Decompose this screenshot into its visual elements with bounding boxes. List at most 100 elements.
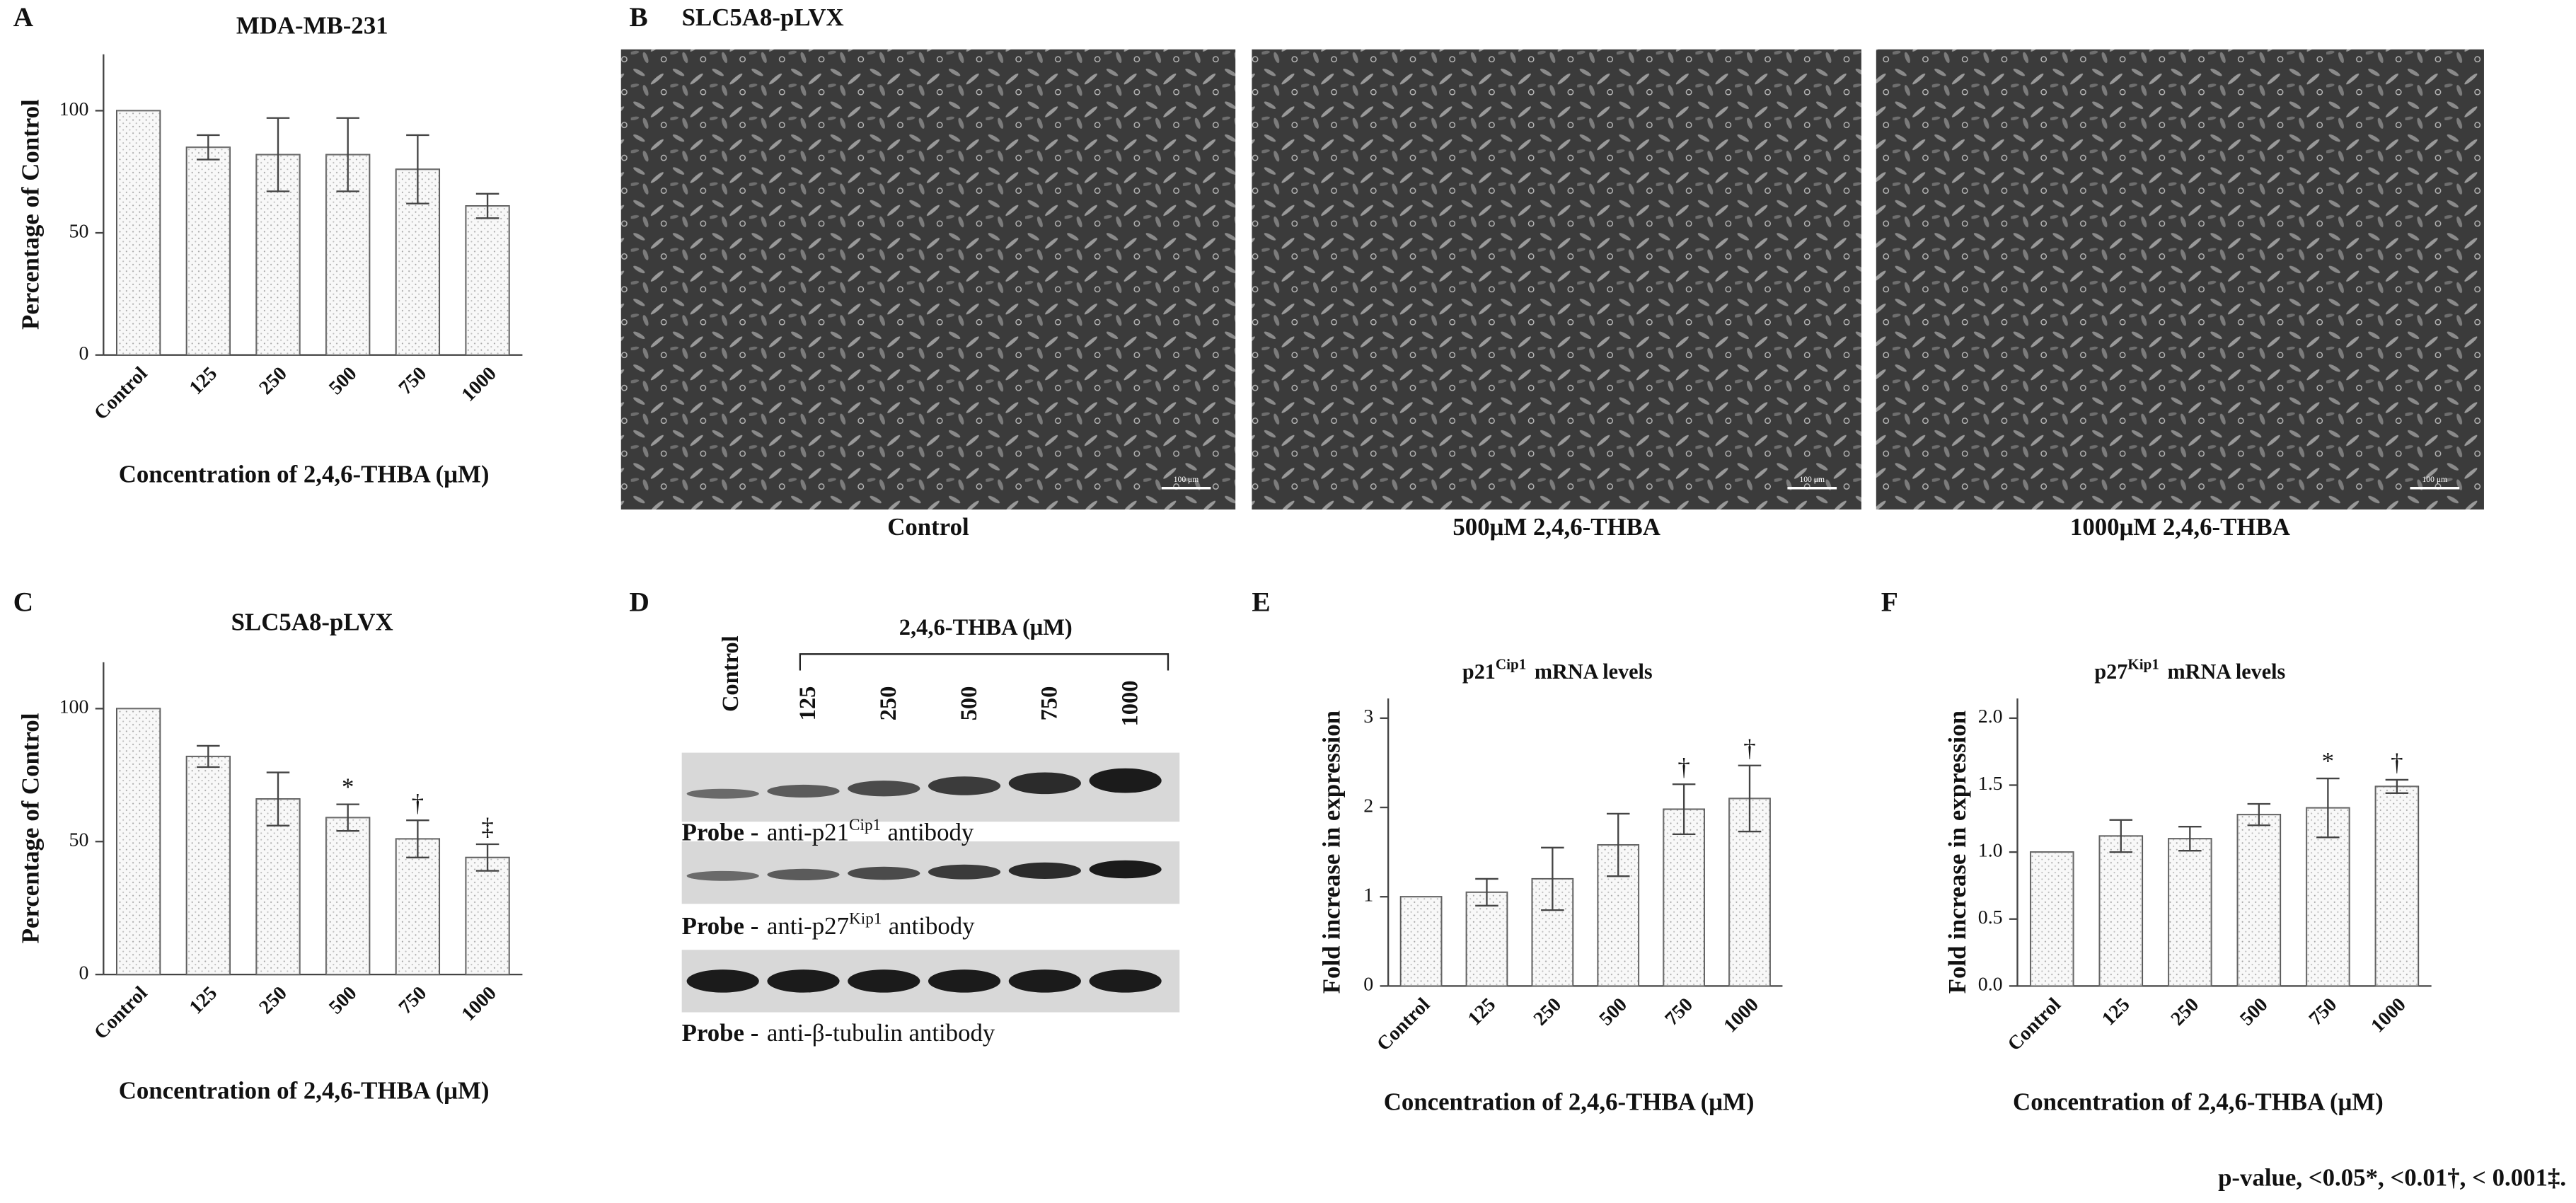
significance-marker: † bbox=[1743, 735, 1755, 762]
error-bar bbox=[2385, 778, 2409, 795]
significance-marker: † bbox=[1677, 753, 1690, 781]
x-tick-label: 500 bbox=[2236, 994, 2272, 1030]
y-tick-label: 0.5 bbox=[1978, 906, 2003, 928]
x-tick-label: Control bbox=[2004, 994, 2065, 1055]
blot-band bbox=[928, 776, 1001, 795]
error-bar bbox=[2178, 825, 2202, 852]
probe-superscript: Kip1 bbox=[849, 910, 882, 928]
bar bbox=[465, 205, 510, 356]
y-axis-label: Percentage of Control bbox=[16, 713, 44, 943]
bar-tint bbox=[1400, 897, 1442, 986]
x-tick-label: Control bbox=[90, 982, 151, 1044]
x-tick-label: 1000 bbox=[1719, 994, 1762, 1037]
panel-label: C bbox=[13, 587, 34, 618]
error-bar bbox=[336, 803, 359, 832]
bar-tint bbox=[326, 817, 370, 975]
blot-lane-label: 125 bbox=[795, 686, 821, 721]
panel-label: E bbox=[1252, 587, 1270, 618]
blot-band bbox=[686, 870, 759, 881]
bar-tint bbox=[256, 799, 300, 975]
bar bbox=[395, 838, 441, 976]
bar bbox=[2098, 835, 2144, 987]
blot-band bbox=[1008, 862, 1081, 879]
error-bar bbox=[197, 134, 220, 161]
bar bbox=[2029, 851, 2074, 987]
scale-bar-label: 100 μm bbox=[1174, 475, 1199, 484]
probe-label: Probe - anti-p21Cip1 antibody bbox=[682, 816, 974, 846]
blot-control-label: Control bbox=[718, 635, 744, 712]
error-bar bbox=[475, 192, 499, 219]
blot-lane-label: 250 bbox=[876, 686, 901, 721]
bar-tint bbox=[1663, 809, 1704, 986]
y-tick-label: 1.0 bbox=[1978, 840, 2003, 862]
bar bbox=[115, 110, 161, 356]
y-tick-label: 50 bbox=[69, 220, 89, 242]
x-tick-label: 750 bbox=[395, 362, 431, 398]
x-axis-label: Concentration of 2,4,6-THBA (μM) bbox=[2013, 1088, 2384, 1116]
blot-band bbox=[928, 864, 1001, 880]
y-tick-label: 50 bbox=[69, 829, 89, 851]
footnote: p-value, <0.05*, <0.01†, < 0.001‡. bbox=[2218, 1163, 2566, 1191]
significance-marker: * bbox=[342, 773, 354, 801]
bar-tint bbox=[117, 110, 161, 355]
panel-label: B bbox=[629, 1, 647, 33]
bar-tint bbox=[117, 708, 161, 975]
title-text: p21 bbox=[1462, 660, 1496, 684]
x-tick-label: 250 bbox=[1530, 994, 1566, 1030]
bar-tint bbox=[2031, 852, 2074, 986]
content: A B C D E F MDA-MB-231 Percentage of Control Con… bbox=[13, 1, 2566, 1191]
bar bbox=[2236, 814, 2282, 987]
probe-prefix: Probe - bbox=[682, 819, 759, 846]
blot-lane-label: 750 bbox=[1037, 686, 1063, 721]
bar bbox=[185, 146, 231, 356]
blot-band bbox=[1089, 969, 1162, 993]
x-tick-label: 500 bbox=[1595, 994, 1631, 1030]
bar bbox=[1399, 896, 1443, 987]
y-tick-label: 100 bbox=[59, 98, 89, 120]
y-tick-label: 1 bbox=[1363, 885, 1373, 906]
chart-title: SLC5A8-pLVX bbox=[231, 609, 393, 636]
error-bar bbox=[266, 117, 290, 192]
blot-band bbox=[848, 969, 920, 993]
probe-suffix: antibody bbox=[887, 819, 974, 846]
error-bar bbox=[1475, 877, 1498, 906]
probe-prefix: Probe - bbox=[682, 1019, 759, 1047]
y-tick-label: 100 bbox=[59, 696, 89, 718]
bar bbox=[395, 168, 441, 356]
title-text: p27 bbox=[2094, 660, 2127, 684]
x-tick-label: Control bbox=[1373, 994, 1434, 1055]
panel-label: D bbox=[629, 587, 649, 618]
error-bar bbox=[1606, 812, 1630, 877]
x-tick-label: 250 bbox=[255, 362, 291, 398]
significance-marker: † bbox=[412, 789, 424, 817]
scale-bar-label: 100 μm bbox=[2422, 475, 2448, 484]
error-bar bbox=[266, 771, 290, 827]
blot-band bbox=[767, 969, 840, 993]
y-tick-label: 1.5 bbox=[1978, 773, 2003, 795]
blot-band bbox=[686, 788, 759, 799]
blot-lane-label: 500 bbox=[957, 686, 982, 721]
micrograph-title: SLC5A8-pLVX bbox=[682, 4, 844, 31]
blot-band bbox=[848, 781, 920, 797]
blot-band bbox=[767, 868, 840, 881]
blot-band bbox=[686, 969, 759, 993]
x-tick-label: 500 bbox=[325, 362, 361, 398]
blot-treatment-label: 2,4,6-THBA (μM) bbox=[899, 615, 1073, 640]
y-tick-label: 2.0 bbox=[1978, 706, 2003, 727]
x-tick-label: 125 bbox=[2098, 994, 2134, 1030]
x-tick-label: 1000 bbox=[2367, 994, 2410, 1037]
x-axis-label: Concentration of 2,4,6-THBA (μM) bbox=[119, 461, 490, 488]
error-bar bbox=[2247, 802, 2271, 827]
micrograph bbox=[1252, 49, 1861, 510]
x-tick-label: 125 bbox=[185, 362, 221, 398]
significance-marker: * bbox=[2322, 747, 2334, 775]
micrograph bbox=[620, 49, 1236, 510]
y-tick-label: 0 bbox=[79, 343, 88, 364]
bar-tint bbox=[466, 857, 509, 975]
micrograph-caption: 1000μM 2,4,6-THBA bbox=[2070, 513, 2290, 541]
micrograph-caption: Control bbox=[887, 513, 969, 541]
bar-tint bbox=[186, 147, 230, 355]
error-bar bbox=[2109, 819, 2133, 853]
chart-title: p21Cip1 mRNA levels bbox=[1462, 655, 1653, 684]
